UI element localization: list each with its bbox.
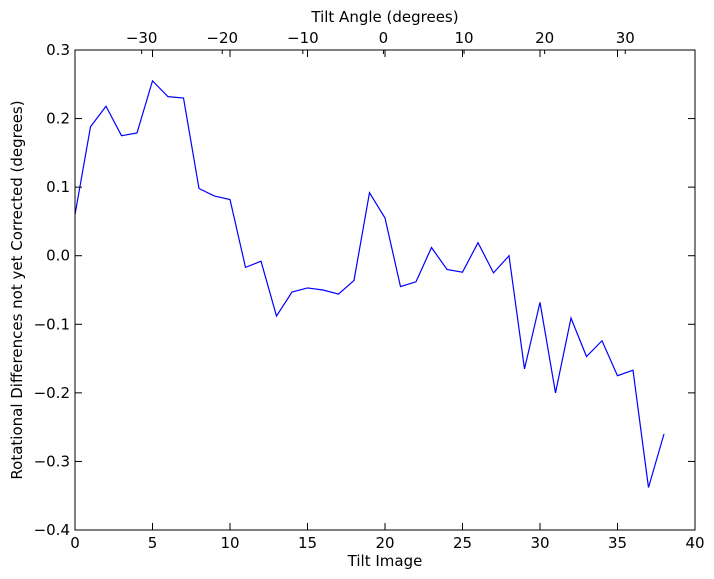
top-tick-label: 20 xyxy=(535,29,554,47)
y-tick-label: 0.2 xyxy=(46,110,70,128)
plot-frame xyxy=(74,49,696,531)
x-tick-label: 0 xyxy=(70,534,80,552)
series-line xyxy=(74,79,665,488)
y-tick-label: −0.3 xyxy=(34,452,70,470)
x-tick-label: 20 xyxy=(375,534,394,552)
x-tick-label: 40 xyxy=(685,534,704,552)
top-tick-label: −10 xyxy=(287,29,319,47)
y-tick-label: −0.4 xyxy=(34,521,70,539)
top-tick-label: −30 xyxy=(126,29,158,47)
ticks-layer: 0 5 10 15 20 25 30 35 40 0.3 0.2 0.1 0.0 −0.1 −0.2 −0.3… xyxy=(34,29,705,552)
y-tick-label: 0.3 xyxy=(46,41,70,59)
x-tick-label: 30 xyxy=(530,534,549,552)
series-layer xyxy=(74,79,665,488)
x-tick-label: 10 xyxy=(220,534,239,552)
plot-area xyxy=(75,50,695,530)
top-tick-label: 10 xyxy=(455,29,474,47)
y-tick-label: 0.0 xyxy=(46,247,70,265)
y-tick-label: −0.2 xyxy=(34,384,70,402)
top-tick-label: 0 xyxy=(379,29,389,47)
x-tick-label: 15 xyxy=(298,534,317,552)
top-x-axis-label: Tilt Angle (degrees) xyxy=(310,8,458,26)
x-tick-label: 5 xyxy=(148,534,158,552)
x-axis-label: Tilt Image xyxy=(347,552,423,570)
x-tick-label: 25 xyxy=(453,534,472,552)
x-tick-label: 35 xyxy=(608,534,627,552)
y-tick-label: 0.1 xyxy=(46,178,70,196)
y-tick-label: −0.1 xyxy=(34,315,70,333)
top-tick-label: −20 xyxy=(206,29,238,47)
top-tick-label: 30 xyxy=(616,29,635,47)
y-axis-label: Rotational Differences not yet Corrected… xyxy=(8,100,26,479)
